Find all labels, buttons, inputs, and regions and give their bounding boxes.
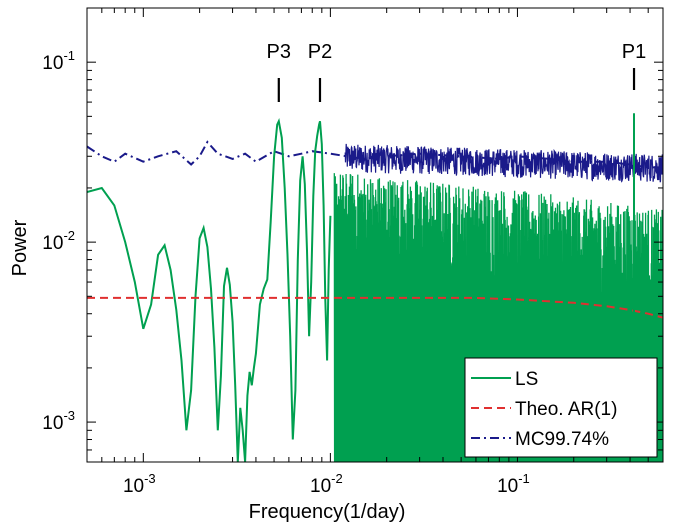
legend-label-mc99-74: MC99.74% (515, 429, 609, 450)
plot-frame (86, 7, 664, 463)
peak-label-p3: P3 (267, 41, 291, 63)
series-ls (87, 117, 332, 462)
x-axis-title: Frequency(1/day) (249, 501, 406, 523)
legend-label-theo-ar-1: Theo. AR(1) (515, 399, 617, 420)
y-axis-title: Power (9, 219, 31, 276)
peak-markers: P3 P2 P1 (267, 41, 646, 102)
peak-label-p2: P2 (308, 41, 332, 63)
y-tick-label: 10-2 (42, 228, 75, 254)
y-tick-label: 10-1 (42, 48, 75, 74)
axes: 10-3 10-2 10-1 10-3 10-2 10-1 Frequency(1/day)… (9, 7, 664, 523)
x-tick-label: 10-1 (497, 471, 530, 497)
legend-label-ls: LS (515, 369, 538, 390)
series-mc99-74 (87, 140, 663, 169)
y-tick-label: 10-3 (42, 408, 75, 434)
legend: LS Theo. AR(1) MC99.74% (464, 357, 658, 458)
x-tick-label: 10-2 (310, 471, 343, 497)
x-tick-label: 10-3 (123, 471, 156, 497)
peak-label-p1: P1 (622, 41, 646, 63)
